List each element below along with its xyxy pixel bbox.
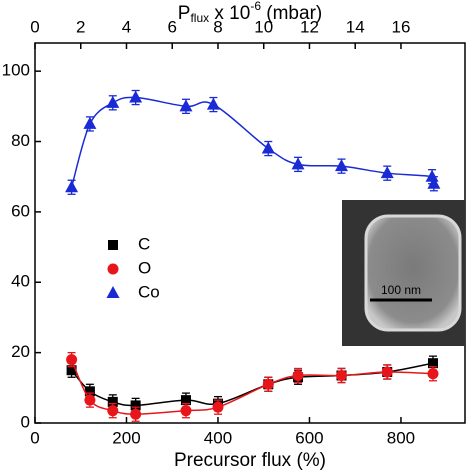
marker	[65, 180, 79, 193]
x-tick-label: 800	[387, 428, 415, 447]
x-tick-label: 400	[204, 428, 232, 447]
marker	[261, 141, 275, 154]
y-tick-label: 0	[21, 412, 30, 431]
marker	[84, 394, 96, 406]
legend-label: C	[138, 234, 150, 253]
marker	[380, 166, 394, 179]
marker	[425, 169, 439, 182]
marker	[206, 97, 220, 110]
x2-tick-label: 8	[213, 17, 222, 36]
marker	[83, 116, 97, 129]
fit-line	[70, 96, 437, 188]
legend-marker	[106, 286, 120, 298]
marker	[180, 395, 191, 406]
marker	[262, 378, 274, 390]
marker	[106, 95, 120, 108]
legend-label: O	[138, 258, 151, 277]
legend-label: Co	[138, 282, 160, 301]
x2-tick-label: 0	[30, 17, 39, 36]
y-tick-label: 60	[11, 201, 30, 220]
y-tick-label: 40	[11, 272, 30, 291]
marker	[381, 366, 393, 378]
x-axis-label: Precursor flux (%)	[174, 450, 326, 471]
x2-tick-label: 16	[391, 17, 410, 36]
marker	[427, 176, 441, 189]
x2-tick-label: 2	[76, 17, 85, 36]
marker	[130, 408, 142, 420]
marker	[179, 99, 193, 112]
inset-label: 100 nm	[381, 283, 421, 297]
marker	[291, 157, 305, 170]
marker	[84, 386, 95, 397]
x2-tick-label: 4	[122, 17, 131, 36]
marker	[66, 365, 77, 376]
marker	[292, 370, 304, 381]
legend-marker	[108, 240, 118, 250]
marker	[335, 370, 347, 381]
marker	[66, 354, 78, 366]
y-tick-label: 80	[11, 131, 30, 150]
top-axis-label: Pflux x 10-6 (mbar)	[178, 0, 322, 25]
x2-tick-label: 10	[254, 17, 273, 36]
marker	[427, 358, 438, 369]
fit-line	[71, 362, 434, 407]
x2-tick-label: 12	[300, 17, 319, 36]
y-tick-label: 20	[11, 342, 30, 361]
x2-tick-label: 14	[346, 17, 365, 36]
marker	[212, 401, 224, 413]
x-tick-label: 0	[30, 428, 39, 447]
inset-particle	[364, 214, 462, 332]
y-tick-label: 100	[2, 61, 30, 80]
marker	[129, 90, 143, 103]
x-tick-label: 200	[112, 428, 140, 447]
marker	[107, 396, 118, 407]
legend-marker	[107, 263, 119, 275]
marker	[334, 159, 348, 172]
marker	[180, 405, 192, 417]
marker	[107, 405, 119, 417]
marker	[130, 400, 141, 411]
x2-tick-label: 6	[167, 17, 176, 36]
x-tick-label: 600	[295, 428, 323, 447]
marker	[427, 368, 439, 380]
fit-line	[70, 359, 434, 415]
